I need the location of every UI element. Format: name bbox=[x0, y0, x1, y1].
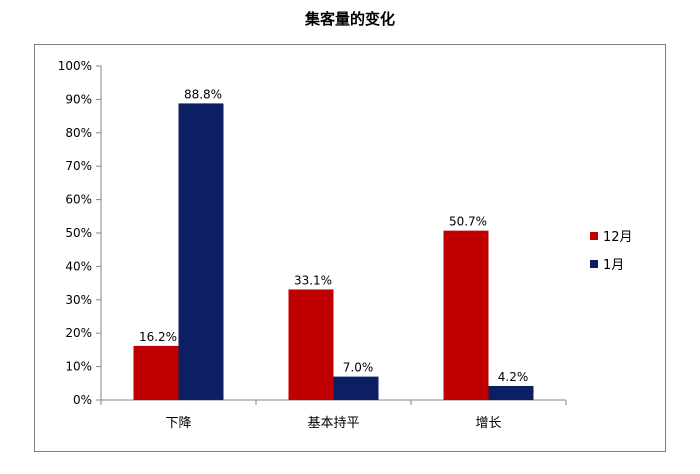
data-label: 33.1% bbox=[294, 273, 332, 287]
legend-label: 1月 bbox=[603, 258, 624, 273]
y-tick-label: 0% bbox=[73, 393, 92, 407]
y-tick-label: 80% bbox=[65, 126, 92, 140]
data-label: 88.8% bbox=[184, 87, 222, 101]
y-tick-label: 60% bbox=[65, 193, 92, 207]
legend-swatch bbox=[590, 232, 598, 240]
y-tick-label: 50% bbox=[65, 226, 92, 240]
data-label: 4.2% bbox=[498, 370, 529, 384]
y-tick-label: 30% bbox=[65, 293, 92, 307]
y-tick-label: 40% bbox=[65, 259, 92, 273]
y-tick-label: 70% bbox=[65, 159, 92, 173]
x-category-label: 下降 bbox=[165, 416, 191, 431]
x-category-label: 增长 bbox=[475, 416, 501, 431]
data-label: 50.7% bbox=[449, 215, 487, 229]
data-label: 7.0% bbox=[343, 361, 374, 375]
bar bbox=[443, 230, 489, 400]
bar bbox=[178, 103, 224, 401]
bar bbox=[488, 385, 534, 400]
chart-legend: 12月 1月 bbox=[590, 230, 633, 273]
chart-frame bbox=[34, 44, 666, 452]
x-category-label: 基本持平 bbox=[307, 416, 359, 431]
legend-label: 12月 bbox=[603, 230, 633, 245]
chart-bars: 16.2% 88.8% 33.1% 7.0% 50.7% 4.2% bbox=[133, 87, 534, 401]
legend-swatch bbox=[590, 260, 598, 268]
y-tick-label: 100% bbox=[58, 59, 92, 73]
y-tick-label: 90% bbox=[65, 92, 92, 106]
chart-title: 集客量的变化 bbox=[304, 10, 395, 28]
bar bbox=[133, 345, 179, 400]
bar bbox=[288, 289, 334, 400]
y-tick-label: 10% bbox=[65, 360, 92, 374]
y-tick-label: 20% bbox=[65, 326, 92, 340]
data-label: 16.2% bbox=[139, 330, 177, 344]
bar bbox=[333, 376, 379, 400]
